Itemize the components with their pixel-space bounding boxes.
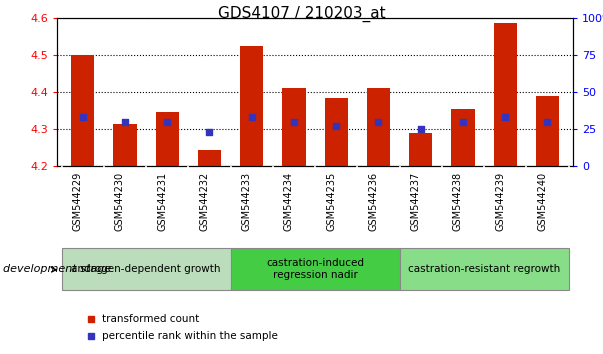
Text: transformed count: transformed count bbox=[102, 314, 199, 324]
Text: GSM544240: GSM544240 bbox=[537, 172, 548, 231]
Text: GSM544237: GSM544237 bbox=[411, 172, 421, 231]
Text: GSM544230: GSM544230 bbox=[115, 172, 125, 231]
Point bbox=[458, 119, 468, 125]
Text: GSM544236: GSM544236 bbox=[368, 172, 379, 231]
Text: percentile rank within the sample: percentile rank within the sample bbox=[102, 331, 278, 341]
Bar bbox=[240, 46, 264, 166]
FancyBboxPatch shape bbox=[62, 249, 230, 290]
FancyBboxPatch shape bbox=[230, 249, 400, 290]
Bar bbox=[452, 109, 475, 166]
Bar bbox=[113, 124, 136, 166]
Bar bbox=[156, 113, 178, 166]
Bar bbox=[198, 150, 221, 166]
Point bbox=[289, 119, 298, 125]
Bar bbox=[282, 88, 306, 166]
Bar bbox=[536, 96, 559, 166]
Text: androgen-dependent growth: androgen-dependent growth bbox=[71, 264, 221, 274]
FancyBboxPatch shape bbox=[400, 249, 569, 290]
Point bbox=[374, 119, 384, 125]
Point bbox=[247, 114, 256, 120]
Text: castration-induced
regression nadir: castration-induced regression nadir bbox=[266, 258, 364, 280]
Point bbox=[416, 126, 426, 132]
Bar bbox=[494, 23, 517, 166]
Point bbox=[78, 114, 87, 120]
Text: GSM544233: GSM544233 bbox=[242, 172, 251, 231]
FancyArrowPatch shape bbox=[51, 268, 56, 272]
Text: castration-resistant regrowth: castration-resistant regrowth bbox=[408, 264, 560, 274]
Bar bbox=[71, 55, 94, 166]
Point bbox=[500, 114, 510, 120]
Text: GSM544239: GSM544239 bbox=[495, 172, 505, 231]
Bar bbox=[324, 98, 348, 166]
Text: GSM544238: GSM544238 bbox=[453, 172, 463, 231]
Point bbox=[204, 129, 214, 135]
Point bbox=[120, 119, 130, 125]
Text: GSM544235: GSM544235 bbox=[326, 172, 336, 231]
Point bbox=[543, 119, 552, 125]
Text: development stage: development stage bbox=[3, 264, 111, 274]
Point bbox=[332, 124, 341, 129]
Text: GSM544229: GSM544229 bbox=[72, 172, 83, 231]
Text: GSM544234: GSM544234 bbox=[284, 172, 294, 231]
Text: GSM544231: GSM544231 bbox=[157, 172, 167, 231]
Point bbox=[162, 119, 172, 125]
Bar bbox=[367, 88, 390, 166]
Bar bbox=[409, 133, 432, 166]
Text: GSM544232: GSM544232 bbox=[200, 172, 209, 231]
Text: GDS4107 / 210203_at: GDS4107 / 210203_at bbox=[218, 5, 385, 22]
